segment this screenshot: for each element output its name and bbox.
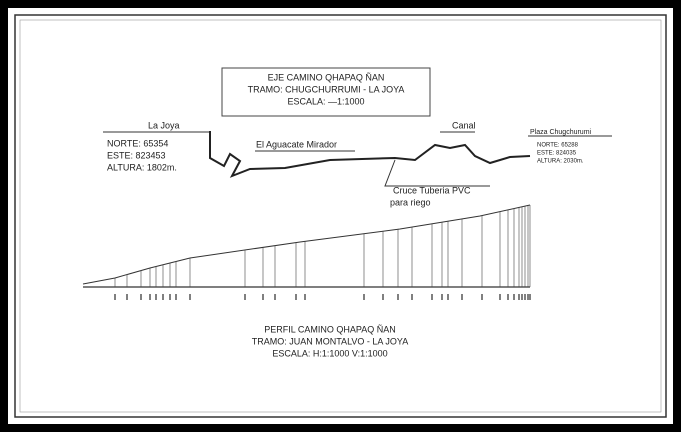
start-info: ALTURA: 1802m. [107,162,177,172]
plan-title: TRAMO: CHUGCHURRUMI - LA JOYA [248,84,405,94]
profile [82,204,531,300]
road-axis [209,131,531,178]
profile-title: TRAMO: JUAN MONTALVO - LA JOYA [252,336,409,346]
end-info: ESTE: 824035 [537,151,577,157]
crossing-label: para riego [390,197,431,207]
start-label: La Joya [148,120,180,130]
frame-inner [19,19,662,413]
sheet [8,8,673,424]
leader [384,159,490,187]
end-info: ALTURA: 2030m. [537,159,584,165]
start-info: NORTE: 65354 [107,138,168,148]
profile-title: ESCALA: H:1:1000 V:1:1000 [272,348,387,358]
title-box [221,67,431,117]
canal-label: Canal [452,120,476,130]
end-label: Plaza Chugchurumi [530,129,592,136]
mirador-label: El Aguacate Mirador [256,139,337,149]
profile-title: PERFIL CAMINO QHAPAQ ÑAN [264,324,396,334]
start-info: ESTE: 823453 [107,150,166,160]
crossing-label: Cruce Tuberia PVC [393,185,471,195]
plan-title: EJE CAMINO QHAPAQ ÑAN [268,72,385,82]
plan-title: ESCALA: —1:1000 [287,96,364,106]
frame [14,14,667,418]
end-info: NORTE: 65288 [537,143,579,149]
